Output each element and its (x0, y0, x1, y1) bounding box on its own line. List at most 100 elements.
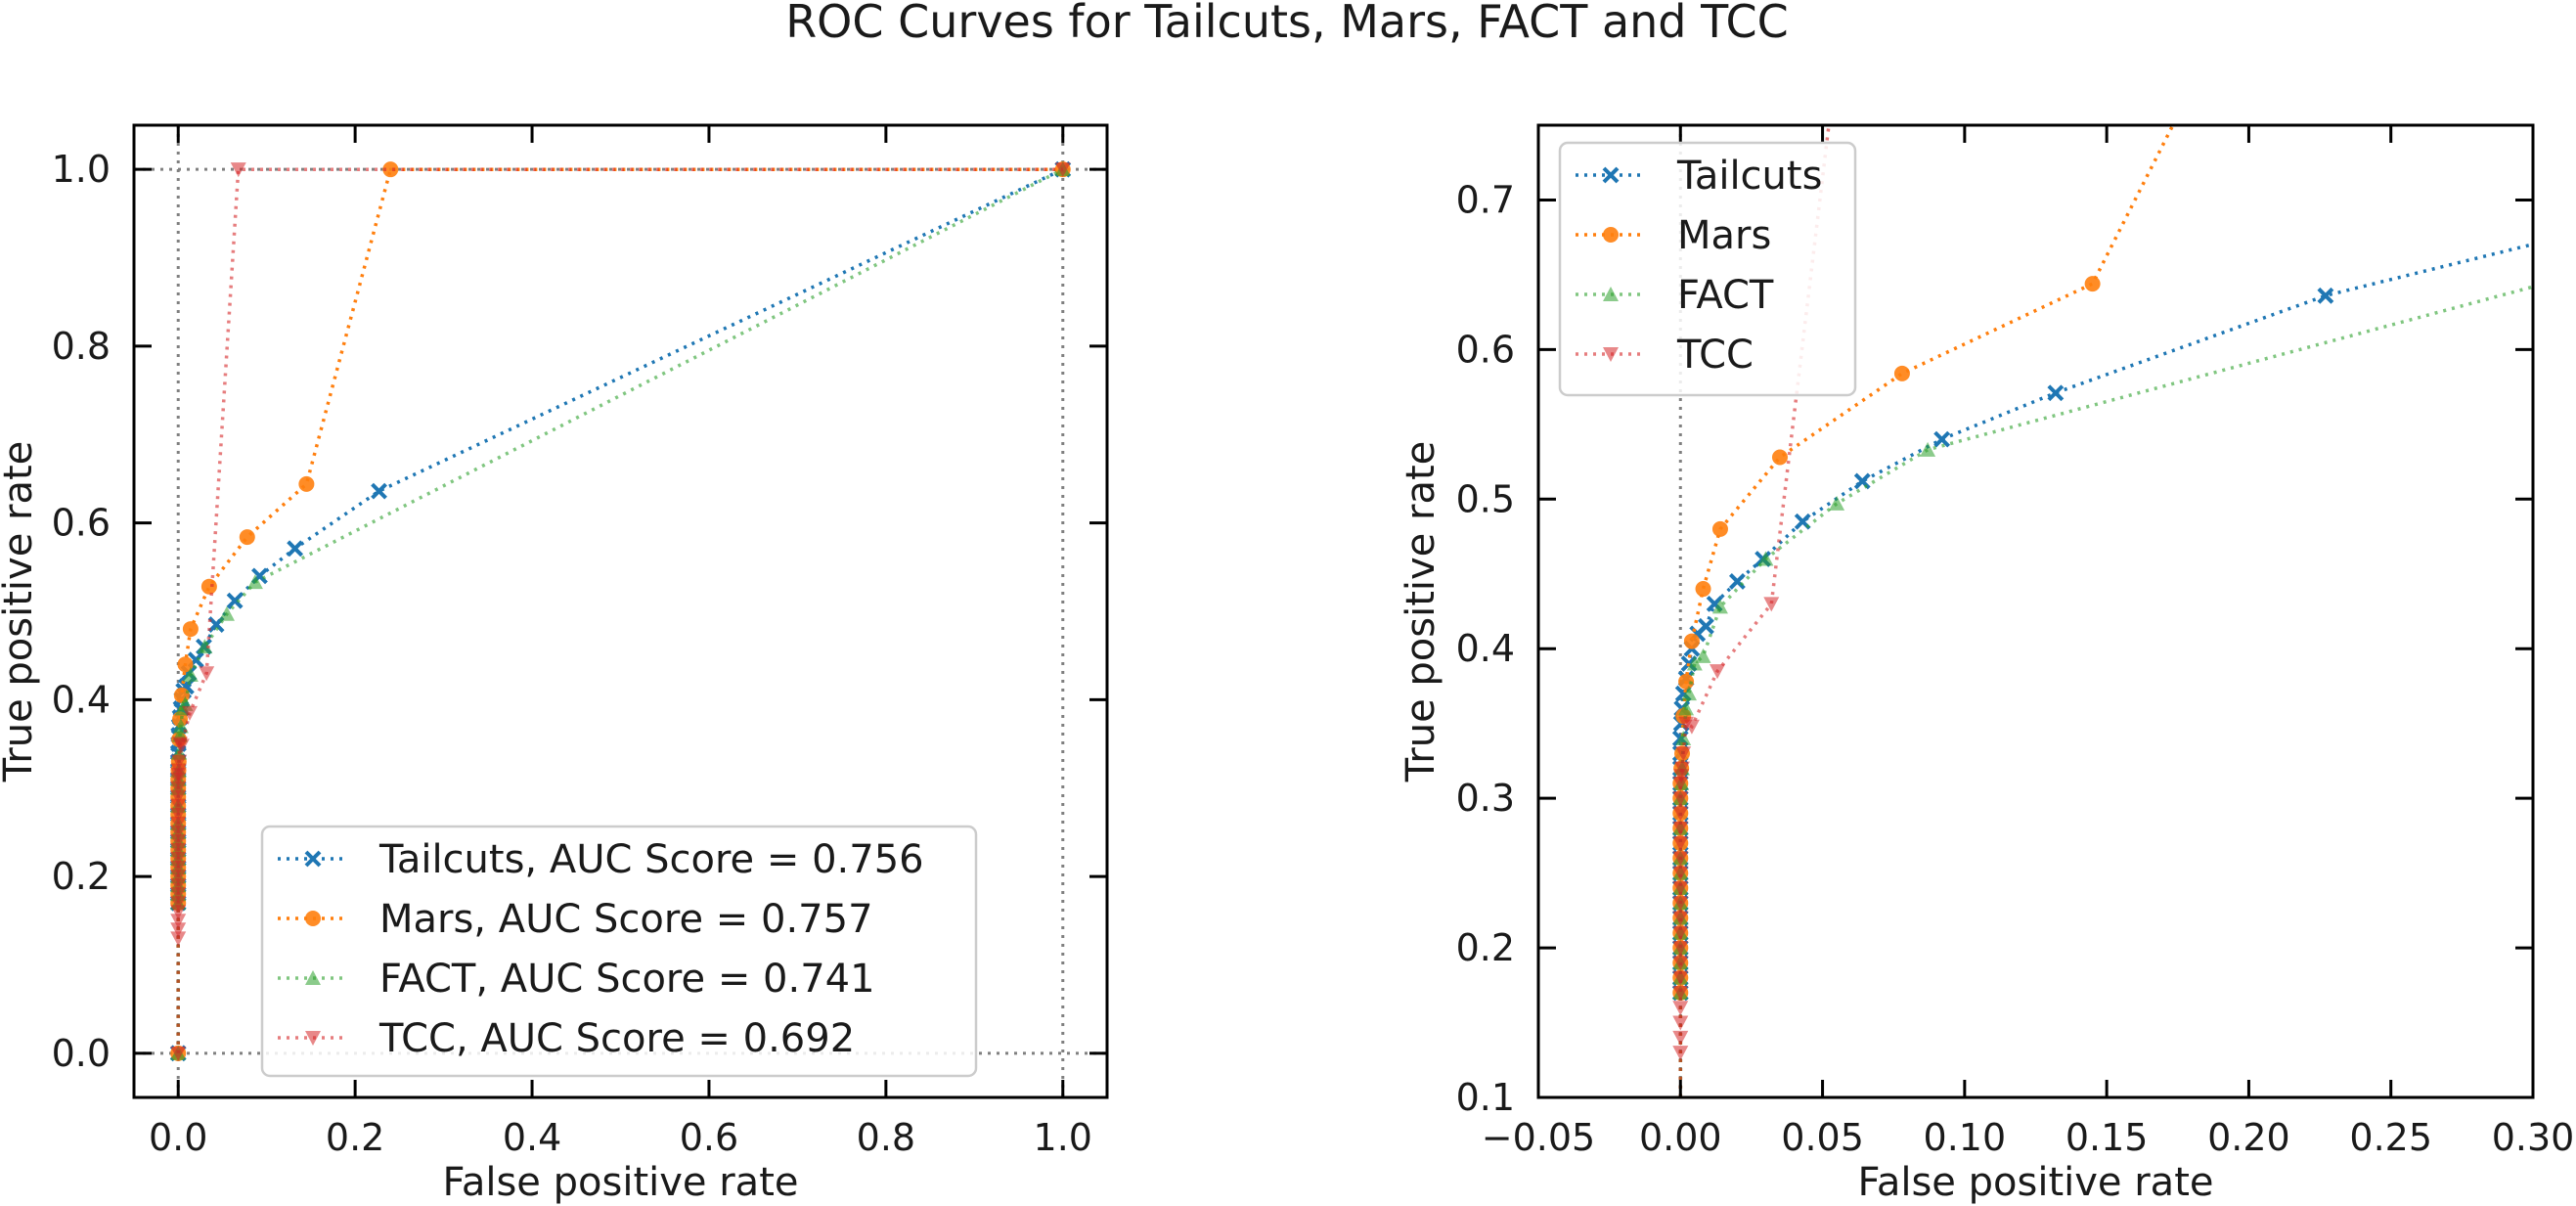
left-legend-marker-fact (305, 970, 321, 985)
right-xtick-label: 0.25 (2349, 1116, 2432, 1159)
right-tcc-point (1672, 880, 1689, 896)
right-fact-point (1711, 599, 1728, 614)
right-legend-marker-tcc (1603, 347, 1619, 362)
left-tailcuts-point (226, 592, 244, 609)
right-legend-box (1558, 141, 1857, 397)
right-xtick-label: 0.05 (1781, 1116, 1864, 1159)
right-tcc-point (1763, 597, 1780, 612)
right-xtick-label: 0.30 (2492, 1116, 2575, 1159)
left-tailcuts-point (287, 540, 304, 558)
right-x-axis-label: False positive rate (1858, 1160, 2214, 1205)
left-xtick-label: 0.8 (857, 1116, 915, 1159)
left-legend-marker-mars (305, 911, 321, 926)
right-axes-frame (1536, 123, 2535, 1099)
left-tcc-point (170, 798, 187, 814)
left-tcc-point (170, 861, 187, 876)
right-fact-point (1678, 700, 1695, 716)
left-ytick-label: 0.8 (52, 325, 111, 368)
left-legend-label-tailcuts: Tailcuts, AUC Score = 0.756 (378, 837, 924, 882)
left-tcc-point (170, 816, 187, 831)
left-tailcuts-point (371, 482, 387, 500)
right-legend-marker-fact (1603, 287, 1619, 301)
right-tcc-point (1672, 956, 1689, 971)
right-xtick-label: 0.00 (1639, 1116, 1722, 1159)
right-fact-point (1757, 551, 1774, 566)
right-legend-marker-mars (1603, 227, 1619, 243)
right-mars-point (1683, 633, 1700, 649)
left-tcc-point (170, 878, 187, 894)
left-mars-point (177, 656, 194, 673)
right-tcc-point (1672, 836, 1689, 852)
left-y-axis-label: True positive rate (0, 441, 41, 783)
left-tcc-point (171, 754, 188, 770)
right-fact-point (1681, 686, 1698, 701)
left-tcc-point (170, 896, 187, 912)
left-ytick-label: 0.0 (52, 1032, 111, 1075)
right-tcc-point (1672, 1001, 1689, 1016)
left-tcc-point (199, 666, 215, 682)
right-tcc-point (1710, 664, 1726, 680)
left-legend-label-tcc: TCC, AUC Score = 0.692 (378, 1016, 855, 1061)
left-tcc-point (170, 887, 187, 903)
left-ytick-label: 0.6 (52, 502, 111, 545)
left-tcc-point (170, 1046, 187, 1061)
right-fact-point (1695, 648, 1711, 663)
left-tcc-markers (170, 162, 1071, 1061)
right-ytick-label: 0.4 (1456, 627, 1515, 670)
left-x-axis-label: False positive rate (443, 1160, 799, 1205)
left-ytick-label: 0.2 (52, 855, 111, 898)
left-tcc-point (170, 842, 187, 858)
right-fact-point (1920, 441, 1936, 457)
right-ytick-label: 0.3 (1456, 777, 1515, 820)
left-mars-point (239, 529, 255, 546)
right-xtick-label: 0.20 (2207, 1116, 2290, 1159)
right-xtick-label: −0.05 (1482, 1116, 1595, 1159)
right-ytick-label: 0.2 (1456, 926, 1515, 969)
right-fact-point (1829, 495, 1845, 511)
right-xtick-label: 0.15 (2065, 1116, 2149, 1159)
right-legend: Tailcuts Mars FACT TCC (1558, 141, 1857, 397)
left-series-group (169, 160, 1072, 1062)
right-tcc-point (1672, 776, 1689, 791)
right-legend-label-tcc: TCC (1676, 333, 1754, 378)
left-tcc-point (181, 705, 198, 721)
left-legend-marker-tailcuts (304, 850, 322, 868)
right-ytick-label: 0.1 (1456, 1076, 1515, 1119)
right-tcc-point (1672, 1030, 1689, 1046)
left-ticks: 0.0 0.2 0.4 0.6 0.8 1.0 0.0 0.2 0.4 0.6 0.8 1.0 (52, 125, 1107, 1159)
left-tcc-point (170, 789, 187, 805)
right-tcc-point (1672, 1015, 1689, 1031)
figure-title: ROC Curves for Tailcuts, Mars, FACT and … (785, 0, 1789, 48)
left-legend-entry-tcc: TCC, AUC Score = 0.692 (278, 1016, 855, 1061)
left-mars-point (182, 621, 199, 638)
left-legend: Tailcuts, AUC Score = 0.756 Mars, AUC Sco… (260, 825, 978, 1078)
right-tcc-point (1672, 806, 1689, 822)
left-legend-marker-tcc (305, 1031, 321, 1046)
right-tcc-point (1672, 911, 1689, 926)
left-mars-point (298, 475, 315, 492)
right-tcc-point (1672, 896, 1689, 912)
right-xtick-label: 0.10 (1924, 1116, 2007, 1159)
left-legend-entry-mars: Mars, AUC Score = 0.757 (278, 897, 873, 942)
right-tcc-point (1674, 761, 1691, 777)
left-tcc-point (170, 931, 187, 947)
left-tcc-point (170, 870, 187, 885)
left-roc-panel: 0.0 0.2 0.4 0.6 0.8 1.0 0.0 0.2 0.4 0.6 0.8 1.0 Fals… (0, 123, 1109, 1205)
right-tailcuts-point (1933, 430, 1951, 448)
right-fact-point (1675, 730, 1692, 745)
right-legend-label-tailcuts: Tailcuts (1676, 154, 1822, 199)
left-tcc-point (170, 922, 187, 938)
left-xtick-label: 0.2 (326, 1116, 384, 1159)
right-mars-point (1711, 520, 1728, 537)
left-legend-label-fact: FACT, AUC Score = 0.741 (379, 957, 875, 1002)
left-tcc-point (173, 738, 190, 754)
right-tcc-point (1672, 941, 1689, 957)
right-roc-zoom-panel: −0.05 0.00 0.05 0.10 0.15 0.20 0.25 0.30 0.1 0.2 0… (1399, 123, 2575, 1205)
left-tcc-point (230, 162, 246, 178)
right-mars-point (1678, 673, 1695, 690)
left-mars-point (382, 161, 399, 178)
left-tcc-point (170, 781, 187, 796)
left-fact-point (246, 574, 263, 590)
right-legend-label-mars: Mars (1677, 213, 1771, 258)
right-tailcuts-point (2047, 384, 2065, 402)
